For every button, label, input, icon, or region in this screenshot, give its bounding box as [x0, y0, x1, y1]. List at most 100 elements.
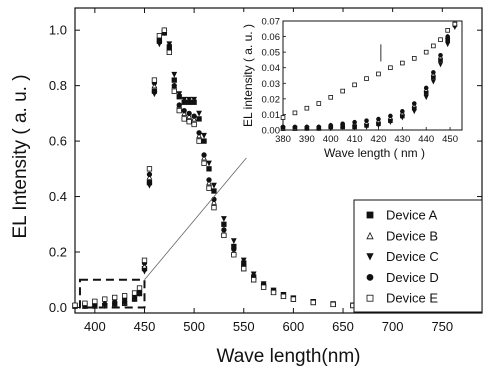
inset-x-tick-label: 420	[371, 134, 387, 145]
data-point	[196, 116, 202, 122]
inset-data-point	[364, 118, 369, 123]
data-point	[141, 268, 148, 275]
inset-data-point	[423, 49, 429, 55]
y-tick-label: 0.2	[49, 245, 67, 260]
inset-data-point	[340, 88, 345, 94]
legend-marker	[366, 211, 374, 219]
inset-data-point	[316, 101, 322, 106]
y-tick-label: 0.4	[49, 189, 67, 204]
data-point	[191, 115, 198, 122]
inset-series-device-d	[280, 23, 458, 130]
data-point	[151, 82, 158, 89]
data-point	[82, 300, 88, 306]
inset-data-point	[387, 119, 393, 126]
inset-y-tick-label: 0.00	[262, 126, 281, 137]
inset-data-point	[328, 95, 334, 100]
inset-data-point	[363, 124, 370, 130]
inset-data-point	[304, 124, 310, 130]
data-point	[161, 27, 167, 33]
data-point	[221, 232, 227, 239]
x-tick-label: 400	[84, 319, 106, 334]
inset-data-point	[411, 109, 417, 115]
data-point	[121, 293, 128, 299]
inset-y-tick-label: 0.06	[262, 32, 281, 43]
inset-data-point	[388, 65, 393, 71]
data-point	[151, 91, 158, 98]
inset-data-point	[375, 123, 382, 129]
data-point	[206, 185, 212, 191]
data-point	[211, 204, 217, 211]
data-point	[201, 132, 207, 139]
data-point	[270, 289, 277, 296]
legend-marker	[366, 231, 374, 240]
data-point	[251, 277, 257, 283]
inset-x-tick-label: 430	[394, 134, 410, 145]
data-point	[310, 299, 316, 306]
legend-box	[353, 199, 483, 313]
main-plot-frame	[74, 7, 483, 314]
x-tick-label: 550	[233, 319, 255, 334]
data-point	[102, 301, 108, 307]
legend: Device A Device B Device C Device D Device E	[353, 199, 483, 313]
x-tick-label: 700	[382, 319, 404, 334]
x-tick-label: 750	[431, 319, 453, 334]
inset-data-point	[316, 124, 322, 130]
inset-data-point	[376, 71, 381, 77]
data-point	[141, 262, 148, 269]
data-point	[191, 113, 197, 119]
inset-data-point	[400, 109, 405, 114]
data-point	[151, 77, 158, 83]
inset-data-point	[352, 119, 357, 125]
data-point	[280, 293, 287, 300]
data-point	[186, 110, 192, 117]
inset-y-tick-label: 0.03	[262, 79, 281, 90]
inset-x-tick-label: 410	[347, 134, 363, 145]
data-point	[131, 290, 138, 296]
inset-data-point	[364, 76, 369, 81]
data-point	[181, 110, 188, 117]
inset-data-point	[445, 42, 451, 48]
inset-data-point	[423, 85, 429, 91]
data-point	[146, 166, 153, 172]
data-point	[240, 257, 247, 264]
data-point	[72, 302, 78, 308]
inset-data-point	[280, 124, 286, 130]
inset-data-point	[437, 62, 444, 68]
data-point	[191, 121, 197, 128]
data-point	[201, 154, 207, 161]
inset-data-point	[292, 110, 298, 116]
inset-x-axis-label: Wave length ( nm )	[324, 146, 425, 160]
data-point	[186, 119, 192, 125]
legend-entry: Device C	[386, 249, 439, 264]
x-tick-label: 500	[183, 319, 205, 334]
inset-data-point	[352, 82, 357, 88]
inset-data-point	[423, 95, 429, 101]
data-point	[211, 182, 217, 189]
legend-entry: Device E	[386, 291, 438, 306]
inset-data-point	[411, 56, 417, 61]
data-point	[206, 177, 212, 183]
inset-chart: 380 390 400 410 420 430 440 450 0.00 0.01 0.02 0.03…	[238, 12, 470, 160]
inset-x-tick-label: 380	[275, 134, 291, 145]
data-point	[196, 110, 202, 117]
data-point	[146, 171, 153, 178]
data-point	[221, 221, 227, 227]
data-point	[231, 246, 237, 252]
inset-y-tick-label: 0.05	[262, 48, 281, 59]
inset-x-tick-label: 400	[323, 134, 339, 145]
data-point	[176, 91, 183, 98]
data-point	[176, 107, 182, 114]
data-point	[231, 252, 237, 258]
inset-data-point	[438, 37, 443, 42]
x-tick-label: 450	[134, 319, 156, 334]
inset-data-point	[388, 113, 393, 119]
inset-y-tick-label: 0.01	[262, 110, 281, 121]
inset-data-point	[430, 79, 436, 85]
inset-y-tick-label: 0.07	[262, 17, 281, 28]
inset-data-point	[452, 21, 458, 27]
inset-data-point	[431, 43, 436, 49]
x-tick-label: 650	[332, 319, 354, 334]
data-point	[186, 112, 193, 119]
legend-entry: Device D	[386, 270, 439, 285]
